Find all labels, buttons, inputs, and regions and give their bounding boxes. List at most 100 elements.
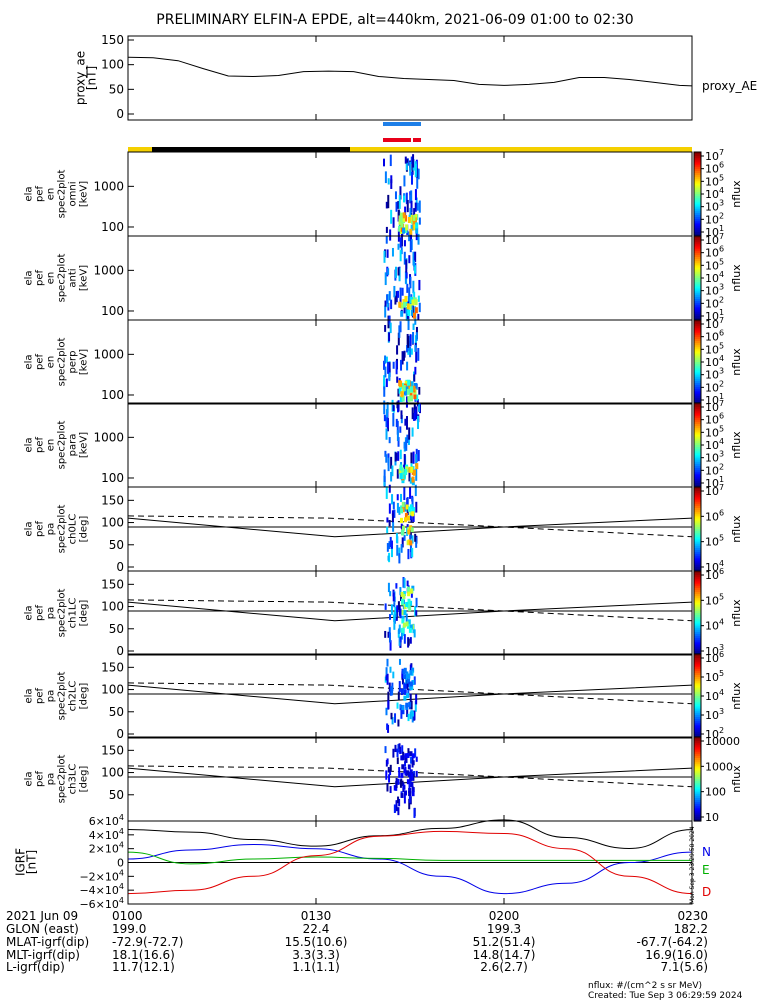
- pa-ytick-label: 0: [116, 560, 124, 574]
- pa-panel-ylabel-line: [deg]: [79, 516, 90, 543]
- pa-spectrogram-cell: [403, 695, 407, 701]
- footer-units-note: nflux: #/(cm^2 s sr MeV): [588, 981, 702, 991]
- pa-spectrogram-cell: [396, 494, 399, 501]
- colorbar-cell: [694, 818, 701, 822]
- pa-spectrogram-cell: [409, 540, 413, 546]
- spectrogram-cell: [416, 168, 419, 179]
- igrf-ytick-label: 6×104: [89, 813, 124, 828]
- colorbar-cell: [694, 783, 701, 786]
- colorbar-cell: [694, 747, 701, 751]
- colorbar-cell: [694, 227, 701, 231]
- spectrogram-cell: [388, 369, 391, 382]
- colorbar-cell: [694, 419, 701, 423]
- spectrogram-cell: [401, 467, 405, 474]
- pa-spectrogram-cell: [398, 658, 401, 665]
- colorbar-cell: [694, 547, 701, 551]
- colorbar-cell: [694, 604, 701, 608]
- pa-panel-ylabel-line: spec2plot: [57, 755, 68, 804]
- energy-panel-ylabel-line: spec2plot: [57, 170, 68, 219]
- igrf-legend-label: D: [702, 885, 711, 899]
- colorbar-cell: [694, 708, 701, 712]
- pa-panel-ylabel-line: [deg]: [79, 766, 90, 793]
- pa-spectrogram-cell: [387, 631, 390, 638]
- pa-spectrogram-cell: [407, 539, 411, 545]
- colorbar-cell: [694, 292, 701, 296]
- pa-panel-ylabel-line: [deg]: [79, 600, 90, 627]
- colorbar-cell: [694, 493, 701, 496]
- pa-spectrogram-cell: [409, 664, 412, 671]
- spectrogram-cell: [406, 361, 409, 371]
- pa-spectrogram-cell: [405, 613, 408, 624]
- spectrogram-cell: [396, 401, 399, 409]
- colorbar-cell: [694, 269, 701, 273]
- colorbar-cell: [694, 154, 701, 157]
- colorbar-cell: [694, 719, 701, 722]
- pa-spectrogram-cell: [403, 667, 407, 673]
- colorbar-cell: [694, 739, 701, 742]
- spectrogram-cell: [407, 296, 410, 305]
- spectrogram-cell: [384, 272, 387, 286]
- spectrogram-cell: [389, 322, 392, 334]
- energy-panel-ylabel-line: [keV]: [79, 432, 90, 458]
- pa-spectrogram-cell: [390, 540, 393, 549]
- spectrogram-cell: [413, 260, 416, 267]
- pa-spectrogram-cell: [387, 582, 390, 593]
- colorbar-cell: [694, 491, 701, 494]
- colorbar-cell: [694, 638, 701, 641]
- colorbar-cell: [694, 524, 701, 528]
- colorbar-cell: [694, 598, 701, 601]
- spectrogram-cell: [385, 226, 388, 233]
- colorbar-cell: [694, 625, 701, 629]
- colorbar-cell: [694, 364, 701, 367]
- colorbar-cell: [694, 424, 701, 427]
- colorbar-cell: [694, 434, 701, 438]
- spectrogram-cell: [418, 386, 421, 395]
- colorbar-cell: [694, 436, 701, 440]
- colorbar-cell: [694, 664, 701, 668]
- spectrogram-cell: [413, 393, 417, 400]
- igrf-ylabel-line: [nT]: [25, 850, 39, 874]
- colorbar-cell: [694, 631, 701, 635]
- colorbar-cell: [694, 487, 701, 490]
- spectrogram-cell: [417, 313, 420, 321]
- spectrogram-cell: [408, 255, 411, 264]
- pa-spectrogram-cell: [386, 658, 389, 667]
- colorbar-cell: [694, 254, 701, 258]
- colorbar-cell: [694, 265, 701, 269]
- pa-spectrogram-cell: [385, 707, 388, 716]
- colorbar-cell: [694, 212, 701, 216]
- colorbar-cell: [694, 704, 701, 708]
- colorbar-cell: [694, 510, 701, 513]
- plot-title: PRELIMINARY ELFIN-A EPDE, alt=440km, 202…: [156, 12, 633, 28]
- igrf-legend-label: E: [702, 863, 710, 877]
- colorbar-cell: [694, 447, 701, 450]
- colorbar-cell: [694, 727, 701, 731]
- pa-panel-ylabel-line: pef: [35, 521, 46, 538]
- energy-panel-ylabel-line: anti: [68, 268, 79, 287]
- colorbar-cell: [694, 751, 701, 755]
- spectrogram-cell: [414, 316, 417, 325]
- spectrogram-cell: [387, 315, 390, 329]
- pa-spectrogram-cell: [392, 592, 395, 602]
- pa-spectrogram-cell: [410, 772, 414, 778]
- colorbar-cell: [694, 721, 701, 724]
- pa-panel-ylabel-line: ela: [24, 521, 35, 536]
- pa-spectrogram-cell: [407, 598, 411, 604]
- spectrogram-cell: [415, 332, 418, 341]
- spectrogram-cell: [414, 484, 417, 497]
- colorbar-cell: [694, 758, 701, 761]
- pa-spectrogram-cell: [410, 527, 414, 533]
- colorbar-cell: [694, 198, 701, 201]
- pa-panel-ylabel-line: ela: [24, 771, 35, 786]
- pa-spectrogram-cell: [394, 713, 397, 723]
- pa-spectrogram-cell: [404, 757, 408, 763]
- colorbar-cell: [694, 391, 701, 395]
- pa-spectrogram-cell: [414, 748, 417, 758]
- spectrogram-cell: [383, 360, 386, 370]
- pa-spectrogram-cell: [385, 667, 388, 676]
- colorbar-cell: [694, 606, 701, 610]
- colorbar-cell: [694, 405, 701, 408]
- colorbar-tick-label: 105: [705, 534, 724, 549]
- colorbar-cell: [694, 529, 701, 532]
- colorbar-cell: [694, 290, 701, 294]
